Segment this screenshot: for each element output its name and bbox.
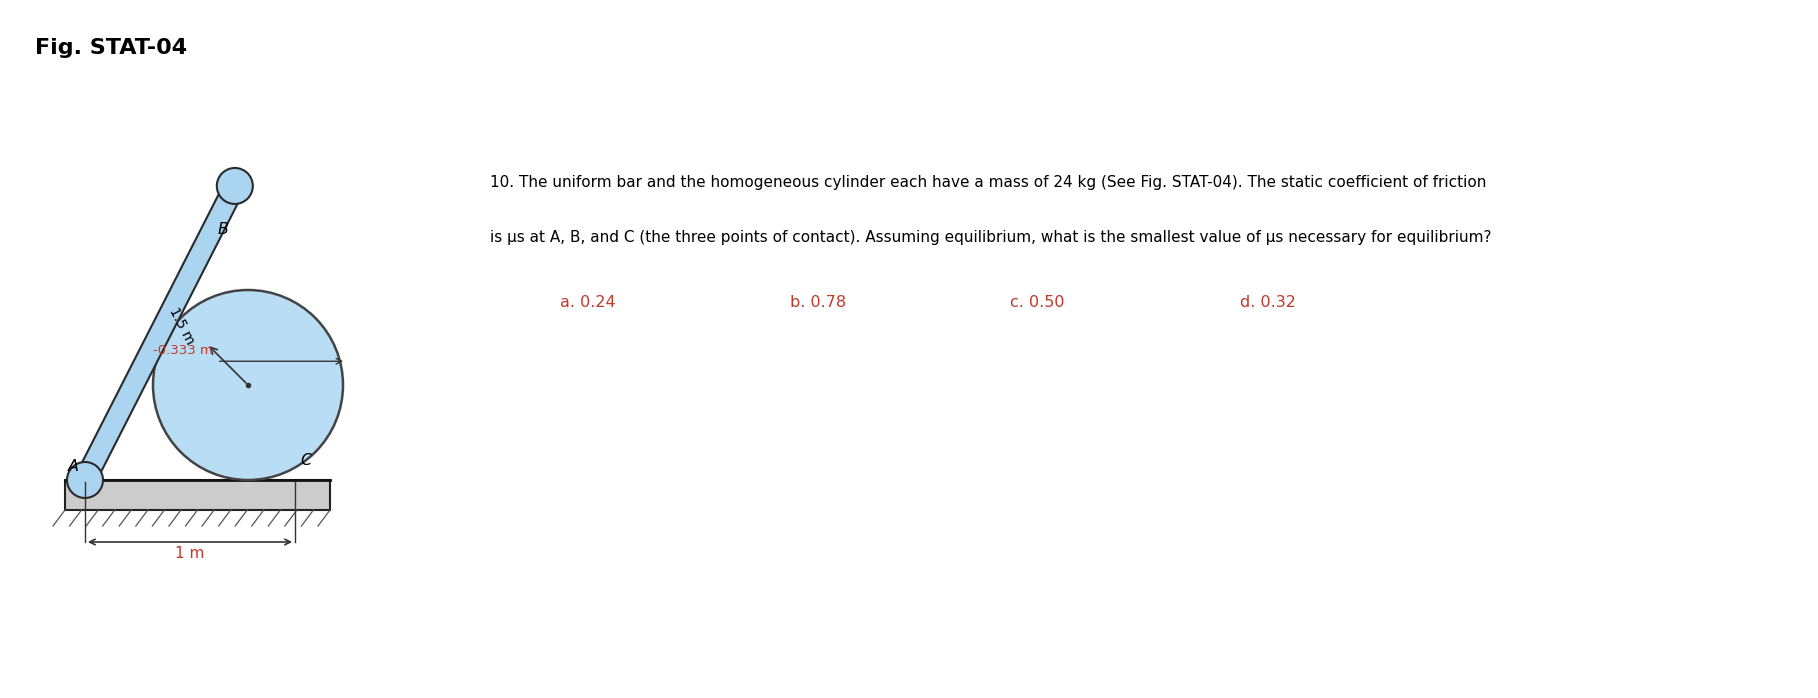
Text: 1.5 m: 1.5 m (167, 305, 196, 347)
Text: c. 0.50: c. 0.50 (1011, 295, 1065, 310)
Circle shape (153, 290, 344, 480)
Bar (65, 480, 331, 510)
Text: Fig. STAT-04: Fig. STAT-04 (35, 38, 187, 58)
Text: is μs at A, B, and C (the three points of contact). Assuming equilibrium, what i: is μs at A, B, and C (the three points o… (491, 230, 1491, 245)
Text: C: C (300, 453, 311, 468)
Text: A: A (67, 459, 78, 474)
Text: B: B (218, 222, 229, 237)
Text: 1 m: 1 m (175, 546, 205, 561)
Text: 10. The uniform bar and the homogeneous cylinder each have a mass of 24 kg (See : 10. The uniform bar and the homogeneous … (491, 175, 1487, 190)
Text: a. 0.24: a. 0.24 (560, 295, 616, 310)
Text: d. 0.32: d. 0.32 (1240, 295, 1296, 310)
Polygon shape (69, 178, 251, 488)
Text: -0.333 m: -0.333 m (153, 344, 213, 357)
Circle shape (67, 462, 104, 498)
Text: b. 0.78: b. 0.78 (791, 295, 845, 310)
Circle shape (216, 168, 253, 204)
